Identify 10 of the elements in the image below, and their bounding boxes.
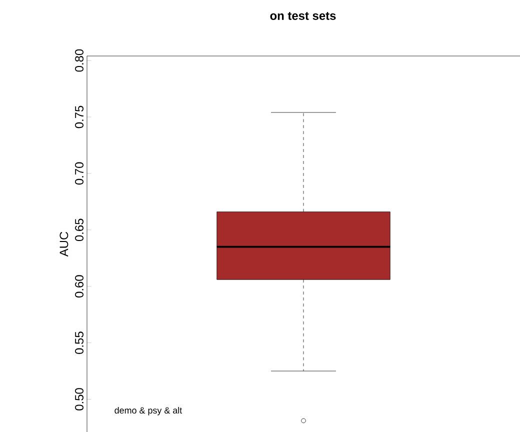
y-tick-label: 0.70 <box>75 162 84 185</box>
y-tick-label: 0.65 <box>75 218 84 242</box>
y-tick-label: 0.75 <box>75 106 84 128</box>
chart-title: on test sets <box>270 12 336 20</box>
y-tick-label: 0.55 <box>75 332 84 354</box>
y-tick-label: 0.80 <box>75 49 84 72</box>
y-tick-label: 0.60 <box>75 275 84 298</box>
annotation: demo & psy & alt <box>114 406 182 416</box>
y-axis-title: AUC <box>60 232 68 257</box>
y-tick-label: 0.50 <box>75 388 84 410</box>
